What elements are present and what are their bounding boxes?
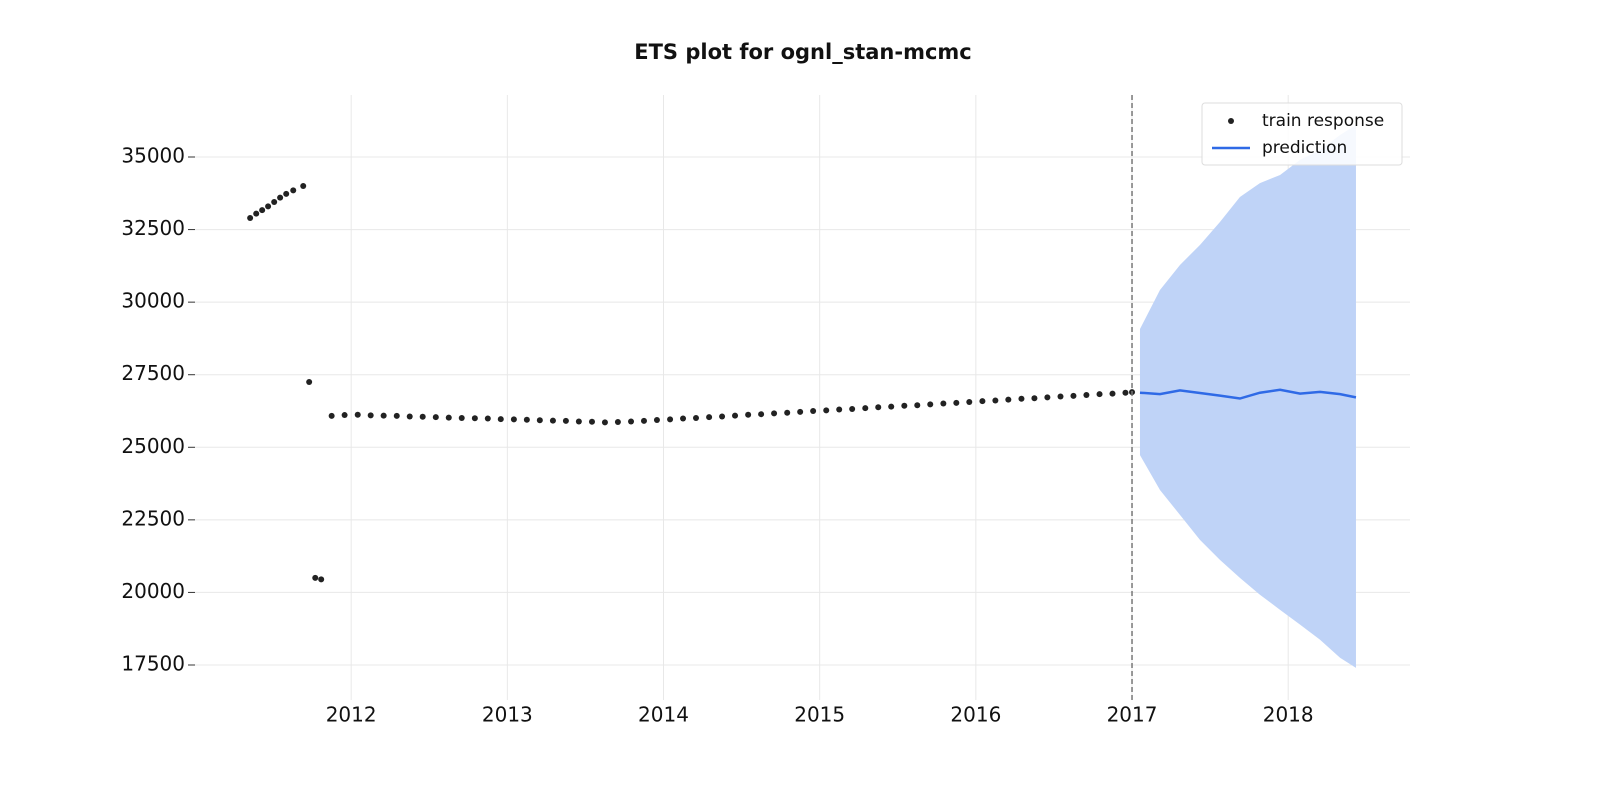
train-point [247,214,254,221]
train-point [667,416,674,423]
train-point [367,412,374,419]
train-point [914,402,921,409]
train-point [354,411,361,418]
train-point [380,412,387,419]
train-point [393,412,400,419]
train-point [1044,394,1051,401]
train-point [328,412,335,419]
x-tick-label: 2016 [950,703,1001,727]
train-point [901,402,908,409]
train-point [992,397,999,404]
x-tick-label: 2013 [482,703,533,727]
train-point [432,414,439,421]
train-point [536,417,543,424]
train-point [719,413,726,420]
train-point [306,378,313,385]
train-point [1070,392,1077,399]
train-point [614,419,621,426]
train-point [601,419,608,426]
train-point [1096,391,1103,398]
train-point [575,418,582,425]
legend-label: train response [1262,111,1384,131]
y-tick-label: 25000 [121,434,185,458]
train-point [771,410,778,417]
train-point [549,417,556,424]
train-point [1005,396,1012,403]
train-point [290,187,297,194]
train-point [283,190,290,197]
y-tick-label: 35000 [121,144,185,168]
train-point [1083,392,1090,399]
train-point [484,415,491,422]
train-point [562,417,569,424]
train-point [692,414,699,421]
train-point [265,203,272,210]
train-point [588,418,595,425]
train-point [1018,395,1025,402]
train-point [706,414,713,421]
x-tick-label: 2014 [638,703,689,727]
train-point [628,418,635,425]
train-point [300,183,307,190]
y-tick-label: 30000 [121,289,185,313]
x-tick-label: 2012 [326,703,377,727]
train-point [849,405,856,412]
x-tick-label: 2018 [1263,703,1314,727]
y-tick-label: 27500 [121,361,185,385]
train-point [318,576,325,583]
train-point [640,417,647,424]
train-point [888,403,895,410]
train-point [419,413,426,420]
train-point [341,412,348,419]
y-tick-label: 20000 [121,579,185,603]
train-point [940,400,947,407]
prediction-line [1139,388,1357,400]
y-tick-label: 17500 [121,651,185,675]
train-point [653,416,660,423]
train-point [732,412,739,419]
y-tick-label: 32500 [121,216,185,240]
train-point [810,407,817,414]
train-point [927,401,934,408]
train-point [966,398,973,405]
train-point [862,405,869,412]
train-point [406,413,413,420]
legend-label: prediction [1262,138,1347,158]
train-point [471,415,478,422]
train-point [497,416,504,423]
train-point [445,414,452,421]
train-point [836,406,843,413]
train-point [312,574,319,581]
train-point [253,210,260,217]
train-point [875,404,882,411]
train-point [1031,395,1038,402]
train-point [259,207,266,214]
train-point [953,399,960,406]
train-point [523,416,530,423]
train-point [1057,393,1064,400]
x-tick-label: 2015 [794,703,845,727]
chart-title: ETS plot for ognl_stan-mcmc [634,40,972,64]
train-point [823,407,830,414]
legend-swatch [1228,118,1234,124]
train-point [784,409,791,416]
train-point [1122,389,1129,396]
x-tick-label: 2017 [1107,703,1158,727]
legend: train response prediction [1201,102,1403,166]
y-tick-label: 22500 [121,506,185,530]
train-point [1109,390,1116,397]
train-point [797,408,804,415]
train-point [277,194,284,201]
legend-box [1201,102,1403,166]
train-point [680,415,687,422]
train-point [758,411,765,418]
train-point [271,198,278,205]
train-point [745,411,752,418]
train-point [979,398,986,405]
train-point [510,416,517,423]
train-point [458,414,465,421]
